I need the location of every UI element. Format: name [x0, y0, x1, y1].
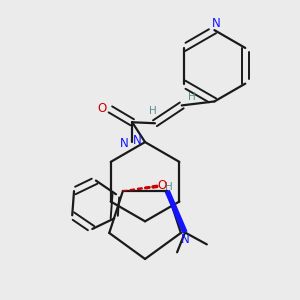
Text: O: O	[98, 102, 107, 115]
Text: H: H	[149, 106, 157, 116]
Text: N: N	[181, 233, 189, 246]
Text: N: N	[120, 136, 129, 150]
Text: H: H	[165, 182, 172, 192]
Text: O: O	[157, 179, 166, 192]
Text: N: N	[133, 134, 142, 147]
Text: H: H	[188, 92, 196, 103]
Text: N: N	[212, 17, 221, 30]
